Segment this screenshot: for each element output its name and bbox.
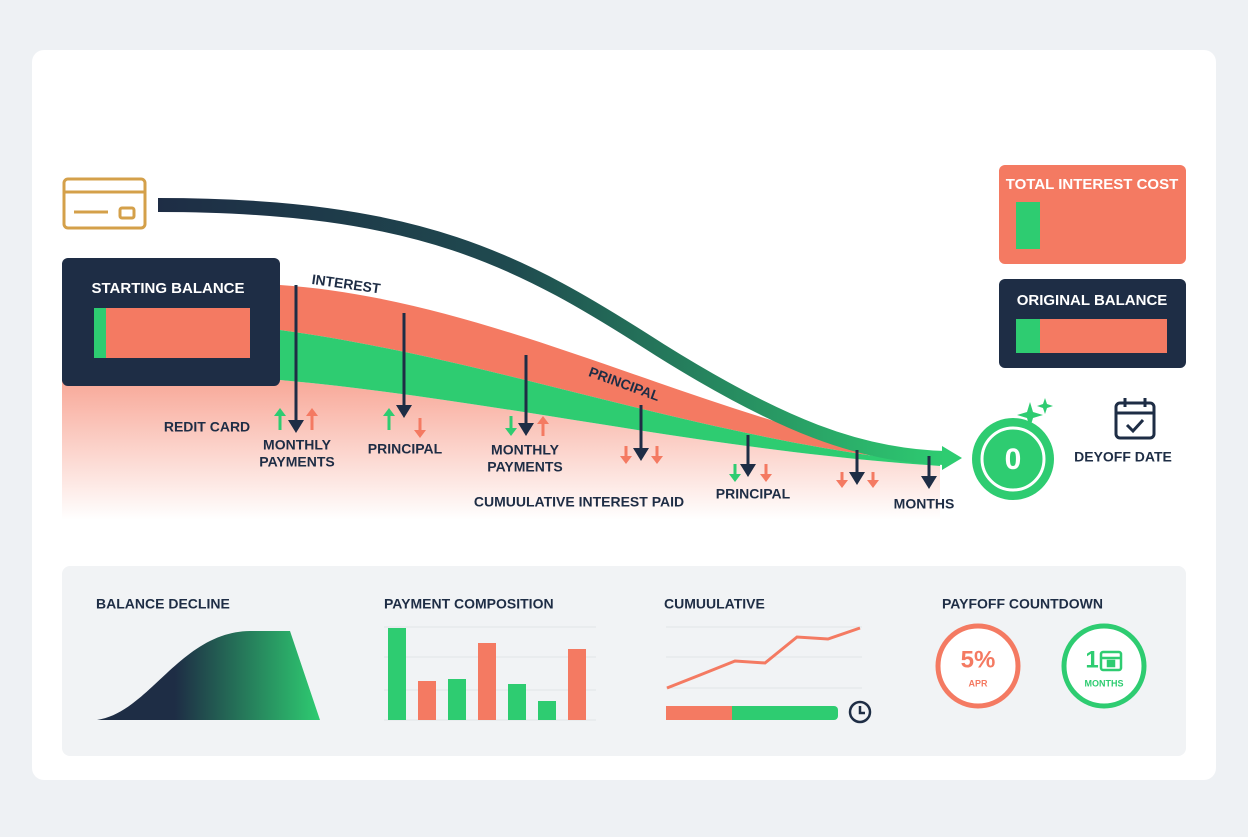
card-icon [62,177,147,230]
cumulative-grid [666,626,862,689]
starting-balance-label: STARTING BALANCE [91,280,244,297]
interest-cost-bar [1016,202,1040,249]
composition-bars [388,628,586,720]
apr-ring [935,623,1021,709]
interest-cost-box [999,165,1186,264]
flow-label: PRINCIPAL [368,441,443,457]
payoff-value: 0 [1005,443,1022,476]
payoff-date-label: DEYOFF DATE [1074,449,1172,465]
original-balance-bar [1016,319,1167,353]
balance-curve [157,198,946,465]
flow-label: MONTHS [894,496,955,512]
interest-band [280,285,940,464]
flow-label: MONTHLY [491,442,560,458]
panel-title: PAYMENT COMPOSITION [384,596,554,612]
calendar-icon [1114,398,1156,440]
principal-band [280,330,940,466]
flow-label: PRINCIPAL [716,486,791,502]
original-balance-label: ORIGINAL BALANCE [1017,292,1168,309]
balance-bar-green [94,308,106,358]
payoff-ring [980,426,1046,492]
small-arrows [274,408,879,488]
decline-shape [97,631,320,720]
months-ring [1061,623,1147,709]
panel-title: BALANCE DECLINE [96,596,230,612]
flow-label: PAYMENTS [487,459,562,475]
payment-arrows [288,285,937,489]
panel-title: CUMUULATIVE [664,596,765,612]
mini-calendar [1099,650,1123,672]
interest-cost-label: TOTAL INTEREST COST [1006,176,1179,193]
bottom-panel [62,566,1186,756]
flow-label: PAYMENTS [259,454,334,470]
apr-label: APR [968,678,988,688]
balance-bar [94,308,250,358]
apr-value: 5% [961,646,996,673]
months-value: 1 [1085,646,1098,673]
cumulative-line [666,626,861,690]
sparkle [1017,398,1053,428]
flow-label: CUMUULATIVE INTEREST PAID [474,494,684,510]
arrowhead [942,446,962,470]
panel-title: PAYFOFF COUNTDOWN [942,596,1103,612]
payoff-badge [972,418,1054,500]
progress-bar-red [666,706,732,720]
flow-label: REDIT CARD [164,419,250,435]
clock-icon [848,700,872,724]
months-label: MONTHS [1085,678,1124,688]
original-balance-bar-green [1016,319,1040,353]
flow-label: MONTHLY [263,437,332,453]
